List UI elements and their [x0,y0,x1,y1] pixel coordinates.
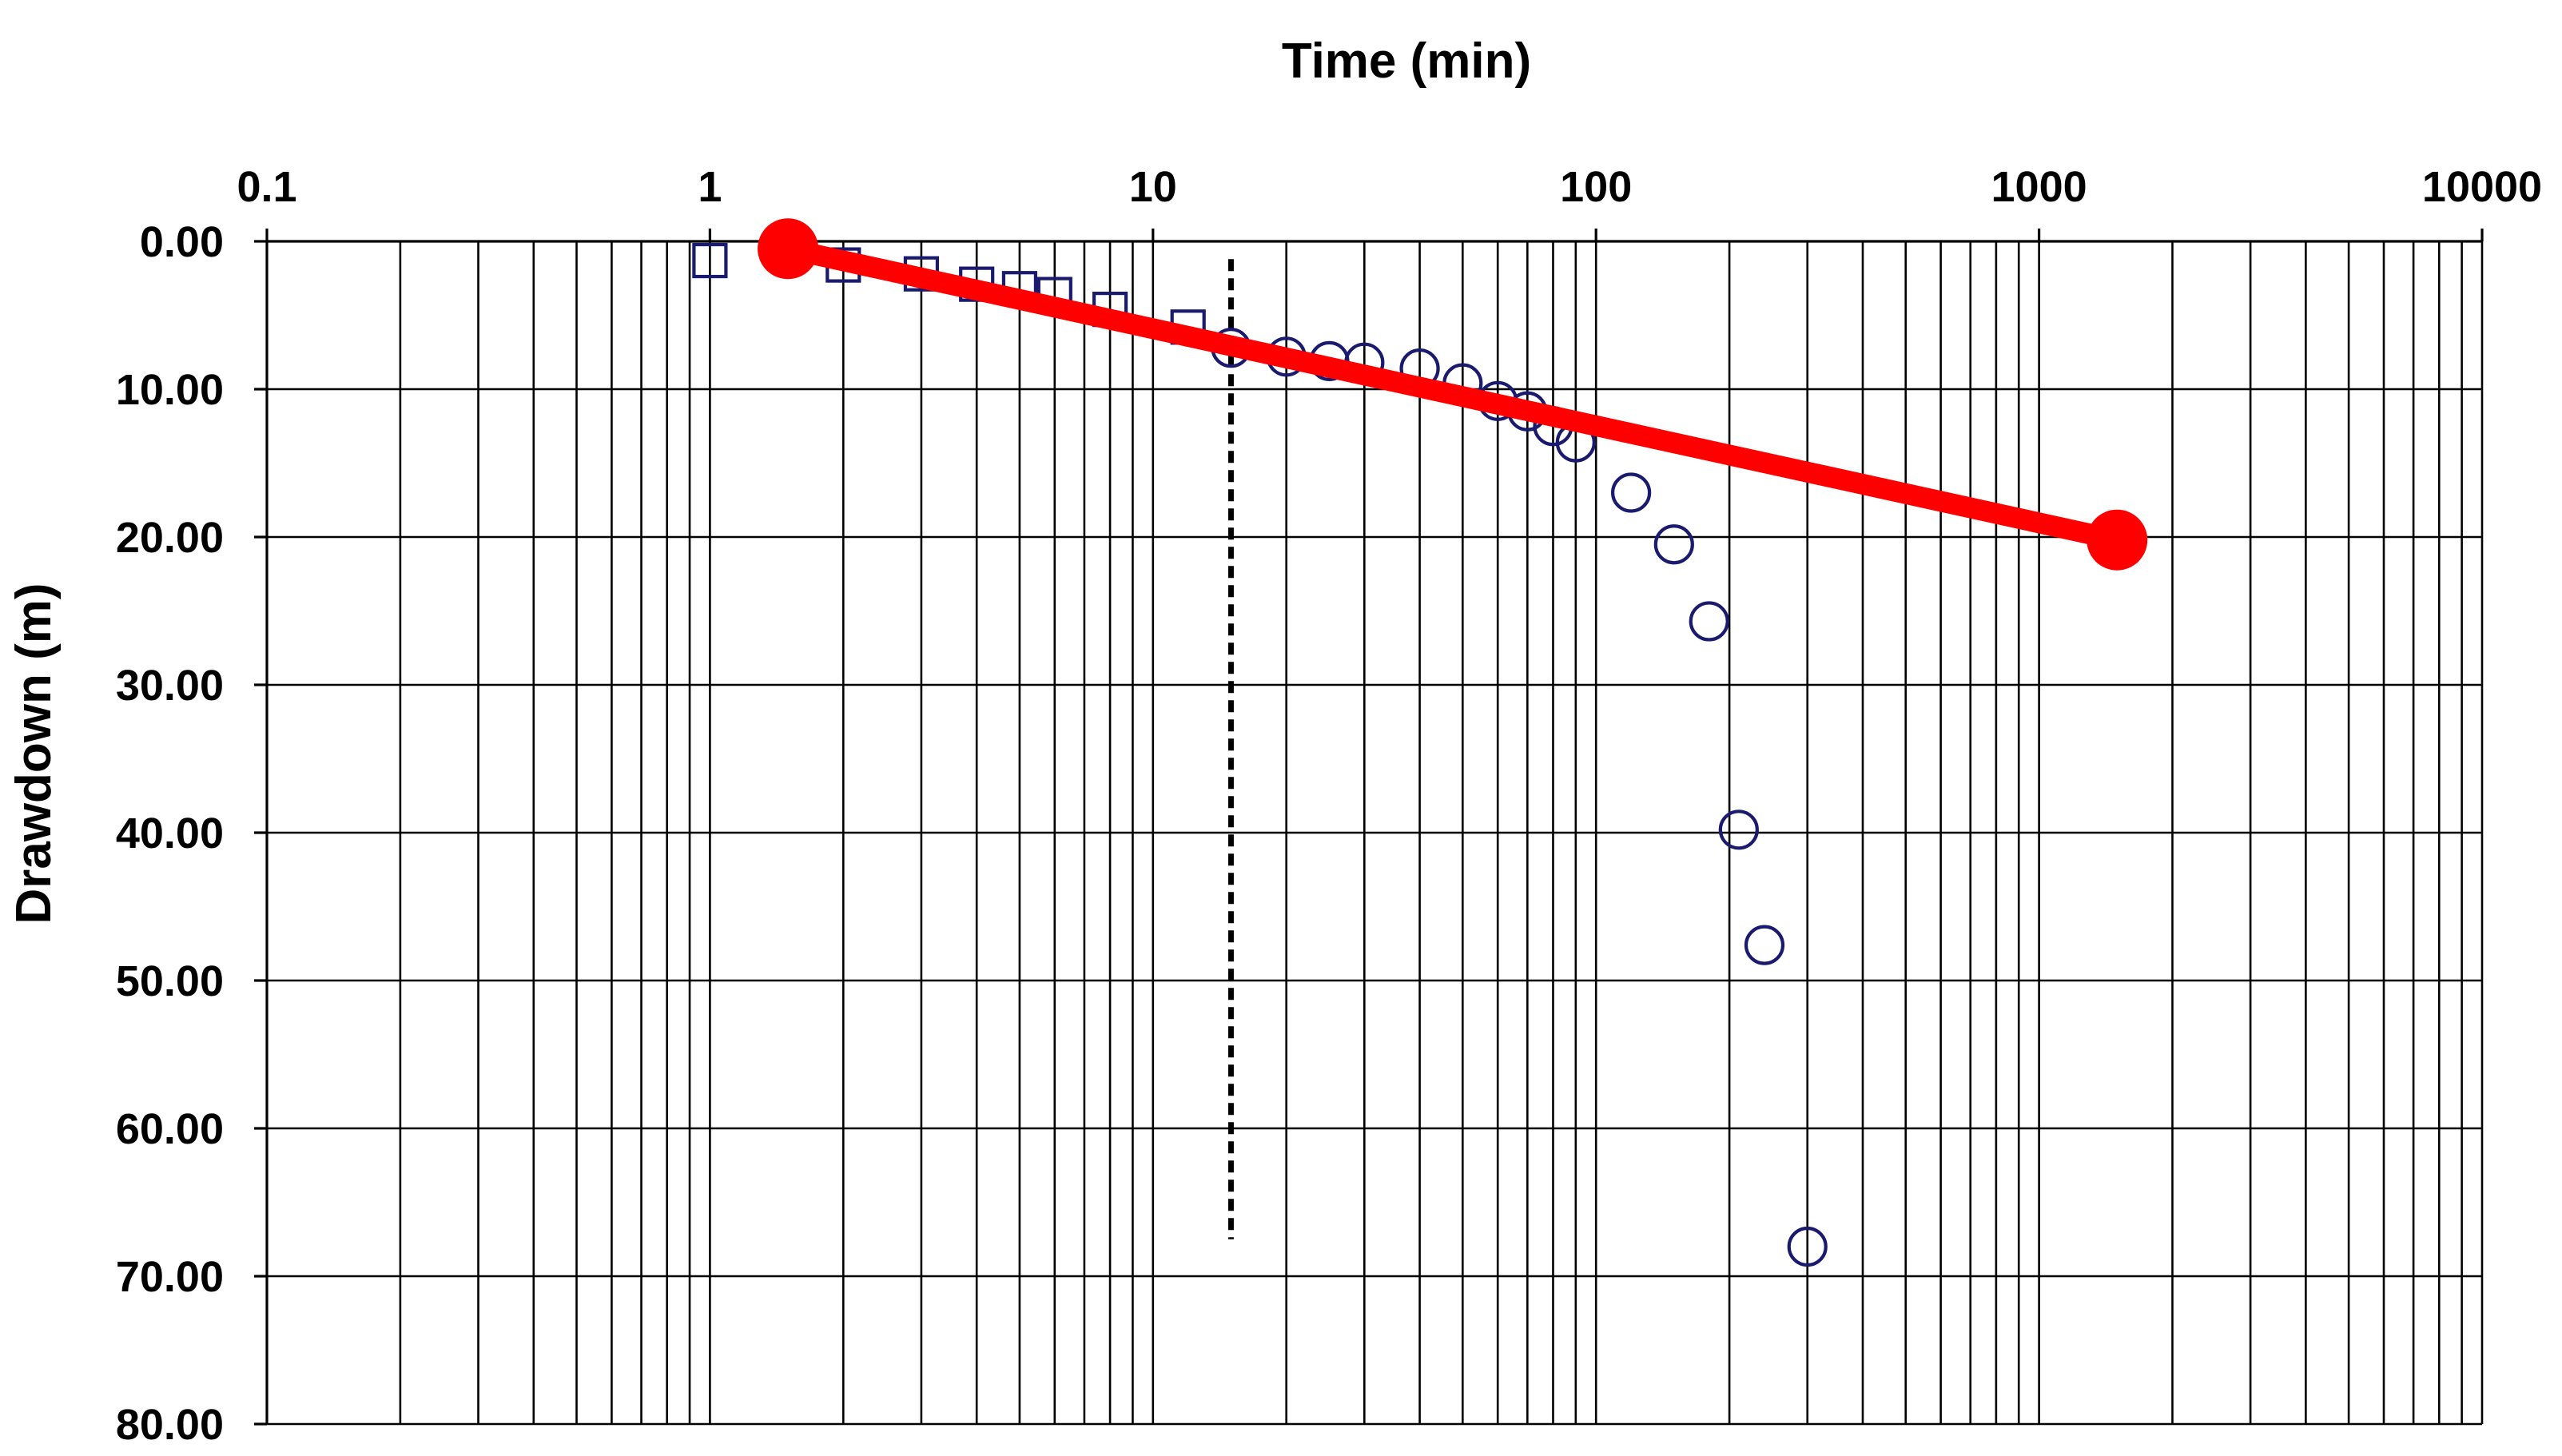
data-series [692,218,2148,1267]
y-tick-label: 40.00 [116,810,224,857]
y-tick-label: 50.00 [116,957,224,1005]
y-tick-label: 70.00 [116,1253,224,1301]
x-axis-title: Time (min) [1282,34,1531,89]
y-tick-label: 20.00 [116,514,224,562]
axes [254,229,2484,1426]
fit-line-endpoint [758,218,819,280]
grid-lines [267,240,2484,1426]
y-axis-title: Drawdown (m) [6,583,62,924]
x-tick-label: 0.1 [237,163,296,211]
y-tick-label: 60.00 [116,1105,224,1153]
fit-line [786,238,2120,551]
circle-point [1744,925,1785,965]
x-tick-label: 10000 [2422,163,2542,211]
circle-point [1610,472,1652,513]
y-tick-label: 10.00 [116,366,224,414]
circle-point [1787,1226,1828,1267]
x-tick-labels: 0.1 1 10 100 1000 10000 [237,163,2542,211]
fit-line-endpoint [2087,509,2148,571]
series-circle [1211,328,1828,1267]
y-tick-label: 80.00 [116,1401,224,1449]
x-tick-label: 1000 [1991,163,2087,211]
y-tick-label: 0.00 [140,218,224,266]
circle-point [1718,810,1759,850]
x-tick-label: 100 [1560,163,1632,211]
x-tick-label: 1 [698,163,722,211]
series-line-endpoints [758,218,2148,571]
y-tick-labels: 0.00 10.00 20.00 30.00 40.00 50.00 60.00 70.00 8… [116,218,224,1449]
circle-point [1653,524,1694,565]
circle-point [1689,601,1729,642]
x-tick-label: 10 [1129,163,1177,211]
square-point [692,242,728,279]
y-tick-label: 30.00 [116,662,224,710]
